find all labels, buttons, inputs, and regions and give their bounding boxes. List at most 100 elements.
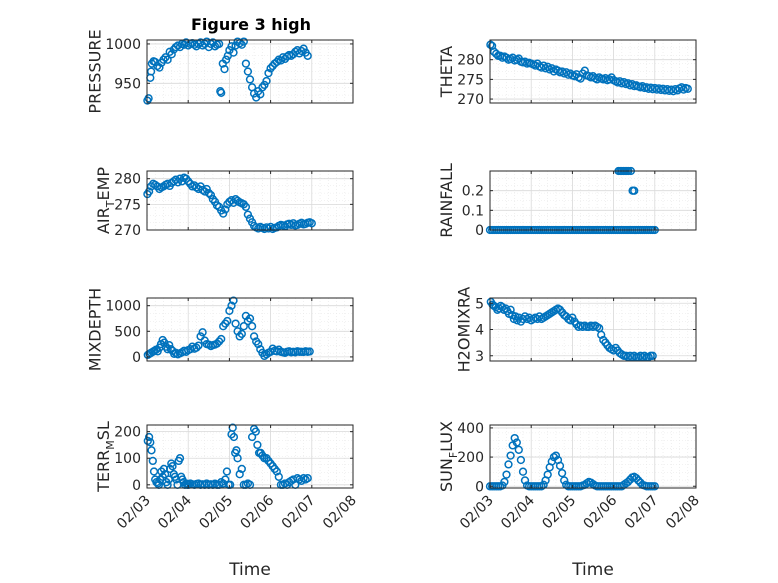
axes-box: [146, 424, 354, 489]
data-point: [254, 339, 263, 349]
y-axis-label: RAINFALL: [437, 163, 456, 238]
data-point: [262, 76, 271, 86]
data-point: [168, 462, 177, 471]
data-point: [683, 84, 692, 93]
y-axis-label-rest: SL: [94, 421, 113, 440]
y-axis-label: TERRMSL: [94, 421, 117, 493]
y-axis-label: PRESSURE: [86, 29, 105, 113]
data-point: [305, 347, 314, 356]
data-point: [562, 68, 571, 77]
data-point: [502, 470, 511, 479]
data-point: [650, 482, 659, 491]
data-point: [500, 477, 509, 487]
y-axis-label-main: AIR: [94, 207, 113, 234]
data-point: [245, 314, 255, 323]
data-point: [580, 66, 589, 75]
data-point: [297, 46, 306, 56]
data-point: [223, 316, 232, 326]
y-tick-label: 275: [457, 72, 484, 88]
y-axis-label-main: SUN: [437, 458, 456, 492]
data-point: [148, 456, 157, 466]
data-point: [307, 219, 316, 228]
data-point: [241, 59, 251, 68]
data-point: [146, 67, 156, 76]
data-point: [247, 432, 257, 442]
data-point: [239, 322, 248, 331]
data-point: [229, 48, 238, 57]
data-point: [221, 55, 231, 64]
axes-box: [146, 170, 354, 231]
data-point: [144, 94, 153, 103]
data-point: [512, 438, 521, 447]
data-point: [163, 55, 172, 64]
data-point: [543, 470, 552, 479]
data-point: [557, 67, 567, 76]
data-point: [303, 474, 312, 483]
data-point: [506, 451, 515, 460]
data-point: [217, 334, 226, 344]
data-point: [237, 464, 246, 474]
y-axis-label-subscript: M: [104, 440, 117, 450]
y-axis-label-subscript: T: [104, 200, 117, 208]
data-point: [241, 202, 251, 212]
data-point: [679, 85, 688, 94]
data-point: [506, 305, 515, 314]
y-axis-label-rest: EMP: [94, 167, 113, 201]
y-tick-label: 270: [457, 92, 484, 108]
y-tick-label: 4: [475, 323, 484, 339]
data-point: [634, 476, 643, 485]
y-tick-label: 0: [475, 479, 484, 495]
axes-box: [489, 39, 697, 104]
axes-box: [146, 39, 354, 104]
data-point: [144, 187, 154, 196]
data-point: [247, 322, 257, 331]
figure-title: Figure 3 high: [191, 15, 311, 34]
data-point: [510, 433, 519, 443]
subplot-rainfall: 0 0.1 0.2 RAINFALL: [437, 163, 697, 239]
data-point: [557, 468, 567, 478]
y-axis-label: SUNFLUX: [437, 421, 460, 492]
data-point: [220, 64, 229, 74]
data-point: [229, 432, 239, 442]
data-point: [210, 42, 220, 51]
y-tick-label: 0.1: [462, 203, 484, 219]
y-tick-label: 280: [114, 172, 141, 188]
y-tick-label: 275: [114, 197, 141, 213]
data-point: [219, 209, 228, 218]
data-point: [597, 330, 606, 339]
data-point: [623, 477, 633, 487]
data-point: [630, 186, 639, 195]
y-axis-label-rest: LUX: [437, 421, 456, 452]
data-point: [192, 343, 201, 352]
data-point: [237, 329, 246, 339]
data-point: [171, 42, 180, 52]
axes-box: [146, 297, 354, 362]
data-point: [144, 432, 154, 442]
data-point: [217, 88, 226, 97]
data-point: [514, 445, 523, 454]
data-point: [272, 57, 281, 67]
data-point: [272, 467, 281, 476]
y-tick-label: 1000: [105, 299, 141, 315]
data-point: [551, 451, 561, 460]
y-axis-label-main: TERR: [94, 450, 113, 493]
y-tick-label: 100: [114, 451, 141, 467]
data-point: [194, 341, 203, 350]
y-tick-label: 0: [132, 478, 141, 494]
data-point: [555, 461, 565, 470]
data-point: [161, 53, 170, 62]
x-axis-label: Time: [228, 560, 271, 580]
y-axis-label: MIXDEPTH: [86, 288, 105, 371]
data-point: [167, 50, 176, 59]
x-axis-label: Time: [571, 560, 614, 580]
subplot-air-temp: 270 275 280 AIRTEMP: [94, 167, 354, 239]
data-point: [160, 470, 170, 479]
y-tick-label: 270: [114, 223, 141, 239]
data-point: [632, 474, 641, 483]
data-point: [243, 210, 253, 219]
data-point: [212, 339, 222, 348]
data-point: [243, 67, 253, 76]
